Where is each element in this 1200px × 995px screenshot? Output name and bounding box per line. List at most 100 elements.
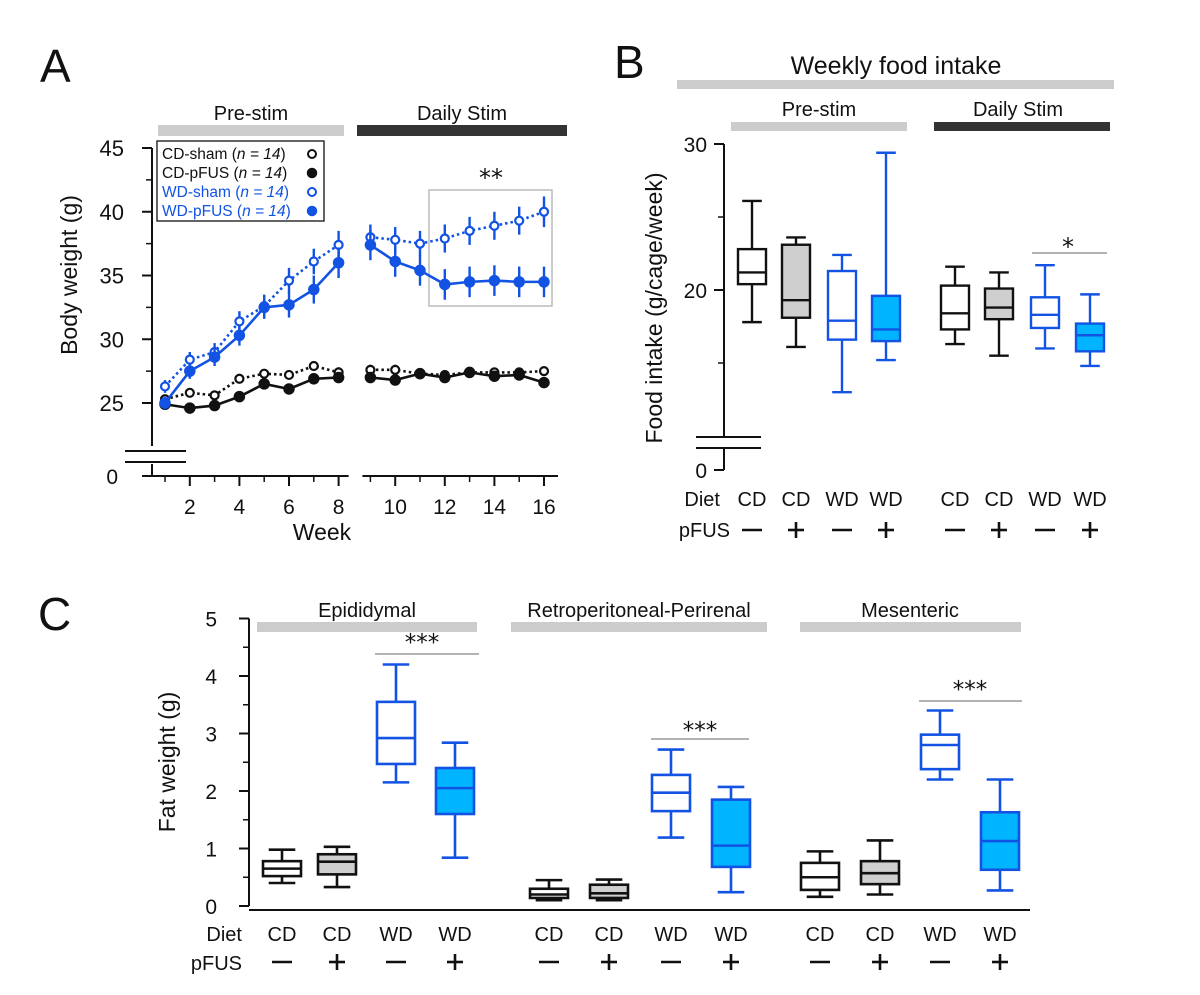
box-cd-pfus <box>780 236 812 349</box>
panel-b-letter: B <box>614 36 645 88</box>
significance-label-retroperitoneal: *** <box>683 718 718 744</box>
box-body <box>983 287 1015 321</box>
significance-label-mesenteric: *** <box>953 677 988 703</box>
data-point <box>390 234 401 245</box>
row-label-pfus: pFUS <box>191 953 242 975</box>
diet-label: WD <box>714 924 747 946</box>
y-tick-label: 40 <box>100 200 124 225</box>
series-wd-sham <box>159 196 550 393</box>
data-point <box>283 275 295 286</box>
group-title-epididymal: Epididymal <box>318 600 416 622</box>
panel-a-letter: A <box>40 40 71 92</box>
box-body <box>1074 322 1106 353</box>
x-axis: 2 4 6 8 10 12 14 16 <box>152 475 558 519</box>
box-cd-sham <box>261 848 303 885</box>
data-point <box>439 371 451 384</box>
box-body <box>1029 296 1061 330</box>
box-body <box>316 852 358 876</box>
data-point <box>488 370 501 382</box>
box-body <box>710 798 752 869</box>
data-point <box>233 390 246 403</box>
data-point <box>538 276 550 288</box>
y-tick-label: 3 <box>205 724 217 747</box>
data-point <box>538 376 550 389</box>
y-tick-label: 30 <box>100 327 124 352</box>
box-wd-sham <box>1029 263 1061 350</box>
box-body <box>870 294 902 343</box>
diet-label: WD <box>825 489 858 511</box>
diet-label: CD <box>323 924 352 946</box>
daily-stim-bar <box>357 125 567 136</box>
y-axis: 25 30 35 40 45 <box>100 136 186 477</box>
data-point <box>514 215 525 226</box>
group-title-retroperitoneal: Retroperitoneal-Perirenal <box>527 600 750 622</box>
panel-c-letter: C <box>38 588 71 640</box>
data-point <box>513 369 525 381</box>
diet-label: CD <box>866 924 895 946</box>
data-point <box>414 367 426 380</box>
box-body <box>919 733 961 771</box>
box-wd-sham <box>919 709 961 781</box>
diet-label: CD <box>782 489 811 511</box>
diet-label: WD <box>1073 489 1106 511</box>
data-point <box>513 276 525 288</box>
legend-box <box>156 140 325 222</box>
box-wd-pfus <box>710 785 752 894</box>
data-point <box>184 354 195 365</box>
data-point <box>332 257 345 269</box>
series-cd-pfus <box>159 366 550 414</box>
panel-b-chart: Weekly food intake Pre-stim Daily Stim F… <box>641 52 1114 542</box>
box-cd-sham <box>799 850 841 899</box>
legend-marker <box>307 187 317 197</box>
row-label-diet: Diet <box>206 924 242 946</box>
x-axis-label: Week <box>293 519 352 545</box>
box-cd-sham <box>939 265 971 346</box>
data-point <box>489 220 500 231</box>
legend-n: n = 14 <box>240 184 284 201</box>
x-tick-label: 16 <box>532 496 555 519</box>
legend-marker <box>306 205 318 217</box>
legend-marker <box>306 167 318 179</box>
legend-entry-cd-pfus: CD-pFUS (n = 14) <box>162 165 318 182</box>
data-point <box>463 276 476 288</box>
box-wd-sham <box>826 253 858 394</box>
data-point <box>464 225 475 236</box>
box-body <box>375 700 417 766</box>
series-cd-sham <box>159 360 550 405</box>
y-tick-label: 35 <box>100 264 124 289</box>
box-wd-sham <box>375 663 417 784</box>
box-cd-pfus <box>983 271 1015 357</box>
y-axis-label: Food intake (g/cage/week) <box>641 172 667 443</box>
data-point <box>234 373 245 384</box>
legend-n: n = 14 <box>242 203 286 220</box>
data-point <box>463 366 476 379</box>
diet-label: WD <box>1028 489 1061 511</box>
diet-label: CD <box>985 489 1014 511</box>
svg-text:CD-sham (n = 14): CD-sham (n = 14) <box>162 146 286 163</box>
data-point <box>364 239 377 251</box>
diet-label: CD <box>806 924 835 946</box>
row-label-pfus: pFUS <box>679 520 730 542</box>
y-tick-label: 20 <box>684 280 707 303</box>
data-point <box>208 351 221 363</box>
data-point <box>184 402 196 414</box>
diet-label: CD <box>535 924 564 946</box>
box-wd-sham <box>650 748 692 839</box>
diet-label: WD <box>869 489 902 511</box>
data-point <box>414 238 426 249</box>
box-wd-pfus <box>434 741 476 860</box>
data-point <box>389 374 401 386</box>
pre-stim-label: Pre-stim <box>214 103 288 125</box>
legend-name: WD-sham <box>162 184 231 201</box>
legend-name: CD-sham <box>162 146 227 163</box>
y-axis-label: Fat weight (g) <box>154 692 180 833</box>
data-point <box>389 255 401 268</box>
data-point <box>414 264 426 277</box>
data-point <box>209 390 220 401</box>
legend: CD-sham (n = 14) CD-pFUS (n = 14) WD-sha… <box>156 140 325 222</box>
x-tick-label: 14 <box>483 496 507 519</box>
data-point <box>259 368 270 379</box>
svg-text:CD-pFUS (n = 14): CD-pFUS (n = 14) <box>162 165 287 182</box>
data-point <box>364 371 377 384</box>
significance-label: * <box>1062 233 1074 261</box>
